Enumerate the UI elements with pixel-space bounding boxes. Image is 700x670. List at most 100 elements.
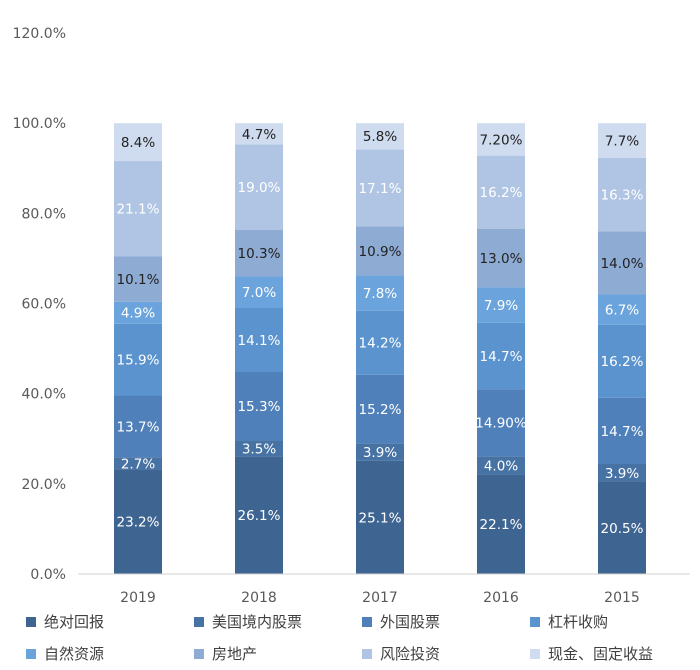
y-tick-label: 80.0% [22,206,66,222]
legend-swatch [194,617,204,627]
data-label: 20.5% [601,521,644,537]
bar-segment [356,123,404,150]
data-label: 16.2% [480,185,523,201]
legend-label: 绝对回报 [44,613,104,631]
legend-label: 房地产 [212,645,257,663]
data-label: 3.9% [605,466,639,482]
bar-segment [235,123,283,145]
data-label: 7.0% [242,285,276,301]
data-label: 17.1% [359,181,402,197]
bar-segment [356,460,404,574]
data-label: 13.0% [480,251,523,267]
x-tick-label: 2016 [483,590,519,606]
y-tick-label: 120.0% [13,26,66,42]
y-tick-label: 60.0% [22,297,66,313]
bar-segment [598,294,646,325]
data-label: 14.7% [480,349,523,365]
x-axis: 2019 2018 2017 2016 2015 [120,590,640,606]
y-axis: 0.0% 20.0% 40.0% 60.0% 80.0% 100.0% 120.0% [13,26,66,583]
data-label: 5.8% [363,129,397,145]
bar-stack-2016: 22.1% 4.0% 14.90% 14.7% 7.9% 13.0% 16.2% 7.20% [475,123,527,574]
data-label: 4.9% [121,306,155,322]
data-label: 7.20% [480,132,523,148]
legend-item: 美国境内股票 [194,613,302,631]
y-tick-label: 20.0% [22,477,66,493]
data-label: 16.3% [601,188,644,204]
bar-segment [477,456,525,475]
data-label: 15.2% [359,402,402,418]
bar-segment [114,469,162,574]
y-tick-label: 0.0% [30,567,66,583]
bar-segment [235,308,283,372]
data-label: 6.7% [605,303,639,319]
data-label: 15.3% [238,399,281,415]
data-label: 13.7% [117,419,160,435]
legend-item: 绝对回报 [26,613,104,631]
data-label: 25.1% [359,510,402,526]
legend-label: 风险投资 [380,645,440,663]
bar-segment [477,123,525,156]
bar-segment [114,123,162,162]
data-label: 14.90% [475,416,527,432]
bar-segment [356,226,404,276]
bar-segment [114,457,162,470]
legend-item: 风险投资 [362,645,440,663]
bar-segment [477,389,525,457]
data-label: 4.7% [242,127,276,143]
legend-item: 杠杆收购 [530,613,608,631]
x-tick-label: 2015 [604,590,640,606]
bar-segment [235,230,283,277]
data-label: 14.0% [601,256,644,272]
data-label: 16.2% [601,354,644,370]
y-tick-label: 40.0% [22,387,66,403]
legend-item: 自然资源 [26,645,104,663]
data-label: 14.2% [359,336,402,352]
bar-segment [356,275,404,311]
legend-swatch [194,649,204,659]
bar-segment [114,301,162,324]
bar-segment [598,397,646,464]
bar-segment [598,157,646,232]
data-label: 22.1% [480,517,523,533]
legend-item: 现金、固定收益 [530,645,653,663]
bar-segment [235,276,283,309]
bar-segment [477,474,525,574]
bar-segment [477,287,525,323]
legend-label: 美国境内股票 [212,613,302,631]
bar-segment [356,443,404,461]
bar-segment [477,322,525,390]
bar-stack-2018: 26.1% 3.5% 15.3% 14.1% 7.0% 10.3% 19.0% 4.7% [235,123,283,574]
bar-segment [235,144,283,231]
legend-swatch [362,649,372,659]
data-label: 23.2% [117,515,160,531]
legend-item: 房地产 [194,645,257,663]
data-label: 14.7% [601,424,644,440]
bar-segment [598,324,646,398]
bar-segment [114,161,162,257]
bar-segment [598,231,646,295]
data-label: 26.1% [238,508,281,524]
bar-stacks: 23.2% 2.7% 13.7% 15.9% 4.9% 10.1% 21.1% 8.4% 26.… [114,123,646,574]
data-label: 10.3% [238,246,281,262]
bar-segment [356,310,404,375]
data-label: 15.9% [117,353,160,369]
bar-segment [356,374,404,444]
bar-segment [598,463,646,482]
x-tick-label: 2018 [241,590,277,606]
data-label: 10.9% [359,244,402,260]
bar-segment [477,228,525,288]
data-label: 3.9% [363,445,397,461]
legend-label: 杠杆收购 [548,613,608,631]
bar-segment [235,440,283,457]
bar-segment [114,256,162,302]
bar-segment [598,123,646,158]
bar-segment [235,456,283,574]
x-tick-label: 2019 [120,590,156,606]
data-label: 19.0% [238,180,281,196]
data-label: 10.1% [117,272,160,288]
data-label: 8.4% [121,135,155,151]
bar-segment [114,323,162,396]
data-label: 4.0% [484,458,518,474]
